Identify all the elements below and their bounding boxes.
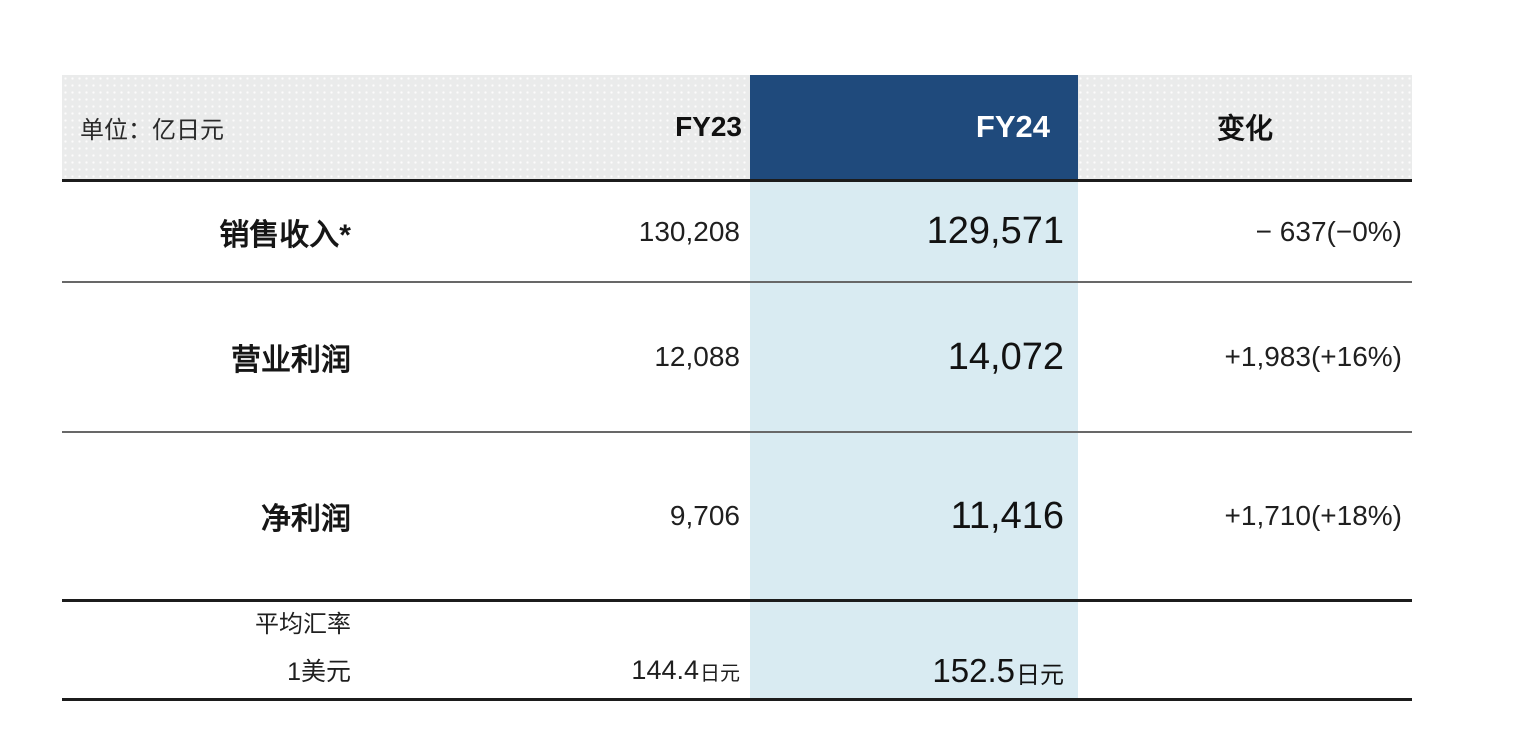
column-header-change: 变化 xyxy=(1216,113,1273,144)
footer-top-line xyxy=(62,599,1412,602)
exchange-rate-fy23-value: 144.4 xyxy=(631,655,699,685)
row-label-operating-profit: 营业利润 xyxy=(231,344,351,377)
table-row-exchange-rate: 平均汇率 1美元 144.4 日元 152.5 日元 xyxy=(62,602,1412,698)
operating-profit-fy24-value: 14,072 xyxy=(947,335,1064,378)
table-row-net-profit: 净利润 9,706 11,416 +1,710(+18%) xyxy=(62,433,1412,599)
row-label-sales-revenue: 销售收入* xyxy=(219,218,351,252)
exchange-rate-label: 平均汇率 1美元 xyxy=(62,602,460,698)
operating-profit-change-value: +1,983(+16%) xyxy=(1224,341,1402,372)
header-divider-line xyxy=(62,179,1412,182)
table-bottom-line xyxy=(62,698,1412,701)
exchange-rate-label-line1: 平均汇率 xyxy=(255,611,351,638)
operating-profit-fy23-value: 12,088 xyxy=(654,341,740,372)
exchange-rate-fy24-value: 152.5 xyxy=(932,652,1015,689)
exchange-rate-change-empty-cell xyxy=(1078,602,1412,698)
exchange-rate-fy23-unit: 日元 xyxy=(700,663,740,685)
sales-revenue-change-value: − 637(−0%) xyxy=(1255,215,1402,247)
sales-revenue-fy23-value: 130,208 xyxy=(638,215,740,247)
column-header-fy23: FY23 xyxy=(675,111,742,142)
row-label-net-profit: 净利润 xyxy=(261,503,351,536)
net-profit-change-value: +1,710(+18%) xyxy=(1224,500,1402,531)
net-profit-fy24-value: 11,416 xyxy=(950,494,1064,537)
row-divider-line-1 xyxy=(62,281,1412,283)
net-profit-fy23-value: 9,706 xyxy=(669,500,740,531)
table-row-operating-profit: 营业利润 12,088 14,072 +1,983(+16%) xyxy=(62,283,1412,431)
exchange-rate-label-line2: 1美元 xyxy=(287,658,351,686)
sales-revenue-fy24-value: 129,571 xyxy=(926,210,1064,252)
exchange-rate-fy24-unit: 日元 xyxy=(1016,662,1064,689)
unit-label: 单位：亿日元 xyxy=(80,116,224,144)
table-header-row: 单位：亿日元 FY23 FY24 变化 xyxy=(62,75,1412,179)
table-row-sales-revenue: 销售收入* 130,208 129,571 − 637(−0%) xyxy=(62,182,1412,281)
row-divider-line-2 xyxy=(62,431,1412,433)
column-header-fy24: FY24 xyxy=(750,75,1078,179)
financial-results-table: 单位：亿日元 FY23 FY24 变化 销售收入* 130,208 129,57… xyxy=(62,75,1412,701)
exchange-rate-fy24: 152.5 日元 xyxy=(750,602,1078,698)
fy24-highlight-column xyxy=(750,182,1078,698)
exchange-rate-fy23: 144.4 日元 xyxy=(460,602,750,698)
